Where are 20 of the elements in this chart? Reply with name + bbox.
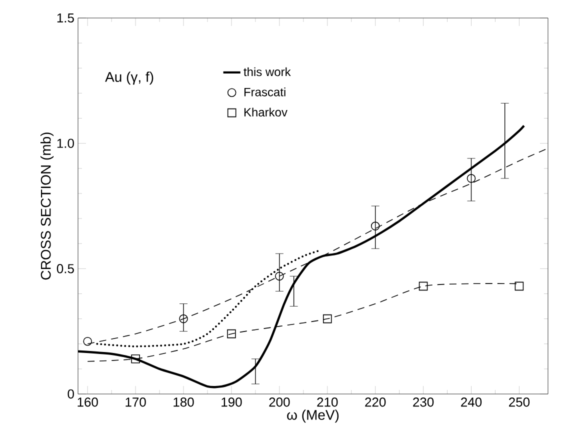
y-tick-label: 1.0 [57, 138, 74, 148]
y-tick-label: 1.5 [57, 13, 74, 23]
x-tick-label: 210 [317, 398, 338, 407]
x-tick-label: 180 [174, 398, 194, 407]
x-tick-label: 190 [222, 398, 242, 407]
legend-label: Kharkov [244, 108, 288, 117]
x-tick-label: 240 [461, 398, 482, 407]
x-tick-label: 230 [413, 398, 434, 407]
x-axis-title: ω (MeV) [287, 410, 339, 423]
annotation: Au (γ, f) [105, 72, 154, 85]
legend-label: this work [244, 67, 291, 76]
y-axis-title: CROSS SECTION (mb) [40, 132, 54, 280]
legend-label: Frascati [244, 88, 286, 96]
x-tick-label: 250 [509, 398, 530, 407]
x-tick-label: 220 [365, 398, 386, 407]
x-tick-label: 170 [126, 398, 146, 407]
x-tick-label: 200 [269, 398, 290, 407]
y-tick-label: 0.5 [56, 264, 74, 274]
x-tick-label: 160 [78, 398, 98, 407]
y-tick-label: 0 [68, 389, 74, 399]
